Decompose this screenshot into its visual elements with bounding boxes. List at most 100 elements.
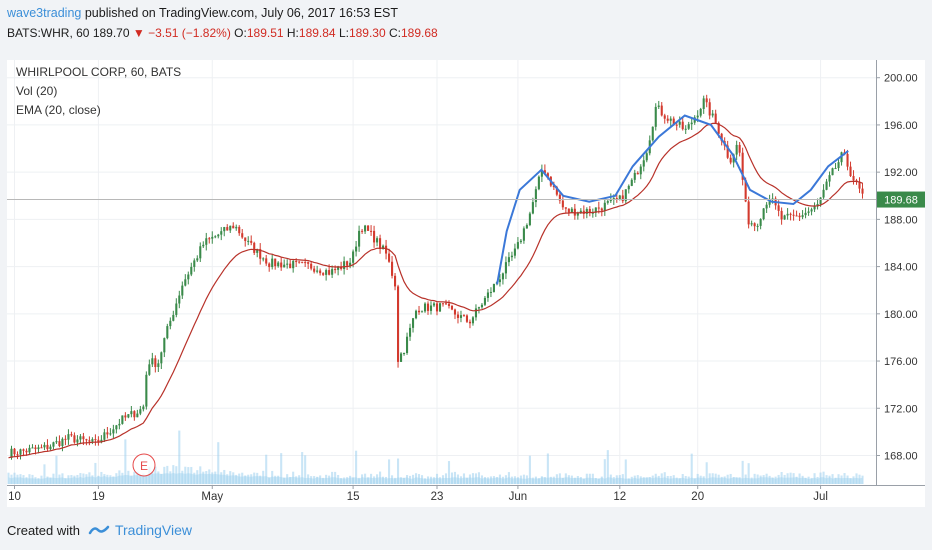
volume-bar	[259, 475, 262, 484]
candle-body	[52, 442, 55, 447]
volume-bar	[711, 473, 714, 484]
volume-bar	[70, 475, 73, 484]
candle-body	[391, 261, 394, 276]
candle-body	[19, 449, 22, 455]
volume-bar	[723, 476, 726, 484]
candle	[699, 107, 702, 118]
volume-bar	[417, 474, 421, 484]
volume-bar	[531, 477, 534, 484]
candle-body	[343, 261, 346, 269]
volume-bar	[399, 477, 403, 484]
candle-body	[540, 170, 543, 177]
volume-bar	[91, 475, 94, 484]
volume-bar	[666, 475, 669, 484]
candle-body	[435, 303, 439, 312]
volume-bar	[46, 476, 49, 484]
candle	[160, 351, 163, 370]
price-tick-label: 184.00	[884, 262, 918, 274]
candle	[795, 210, 798, 217]
volume-bar	[364, 473, 367, 484]
candle	[346, 260, 349, 270]
candle-body	[376, 238, 379, 243]
candle-body	[546, 173, 549, 177]
earnings-marker[interactable]: E	[132, 453, 156, 477]
price-axis[interactable]: 200.00 196.00 192.00 188.00 184.00 180.00 176.…	[876, 73, 918, 463]
tradingview-brand[interactable]: TradingView	[88, 522, 192, 538]
candle	[528, 211, 531, 227]
volume-bar	[142, 473, 145, 484]
candle-body	[229, 225, 232, 231]
candle	[343, 256, 346, 275]
candle	[322, 272, 325, 277]
time-tick-label: May	[201, 491, 223, 503]
candle-body	[567, 208, 570, 213]
candle-body	[25, 450, 28, 453]
volume-bar	[58, 474, 61, 484]
candle	[58, 435, 61, 448]
candle-body	[798, 215, 801, 218]
candle-body	[735, 144, 738, 155]
volume-bar	[394, 477, 397, 484]
candle-body	[594, 207, 597, 213]
time-axis[interactable]: 10 19 May 15 23 Jun 12 20 Jul	[8, 485, 828, 503]
candle-body	[349, 262, 352, 266]
candle-body	[55, 441, 58, 443]
candle-body	[106, 432, 109, 435]
candle	[588, 206, 591, 217]
candle	[220, 227, 223, 241]
volume-bar	[100, 471, 103, 484]
candle-body	[34, 447, 37, 450]
author-link[interactable]: wave3trading	[7, 6, 82, 20]
candle-body	[462, 315, 466, 317]
volume-bar	[468, 474, 472, 484]
candle-body	[289, 263, 292, 269]
candle-body	[97, 439, 100, 443]
candle-body	[624, 189, 627, 202]
volume-bar	[265, 454, 268, 484]
candle	[118, 418, 121, 430]
candle	[70, 431, 73, 437]
candle-body	[528, 213, 531, 226]
candle-body	[115, 425, 118, 430]
volume-bar	[229, 471, 232, 484]
candle	[73, 432, 76, 444]
candle-body	[657, 105, 660, 107]
volume-bar	[756, 474, 759, 484]
candle	[792, 209, 795, 221]
candle	[61, 437, 64, 452]
volume-bar	[459, 476, 463, 484]
candle	[379, 234, 382, 254]
candle-body	[163, 338, 166, 353]
candle	[79, 434, 82, 445]
candle	[558, 192, 561, 204]
candle	[603, 198, 606, 216]
candle	[88, 436, 91, 446]
volume-bar	[166, 465, 169, 484]
volume-bar	[169, 471, 172, 484]
candle	[367, 225, 370, 231]
volume-bar	[220, 472, 223, 484]
brand-label: TradingView	[114, 522, 193, 538]
volume-bar	[477, 472, 481, 484]
candle-body	[651, 126, 654, 141]
candle-body	[58, 441, 61, 447]
volume-bar	[331, 471, 334, 484]
candle-body	[837, 162, 840, 169]
candle-body	[133, 411, 136, 418]
candle-body	[489, 291, 492, 293]
candle-body	[465, 315, 469, 322]
volume-bar	[435, 473, 439, 484]
candle-body	[720, 133, 723, 142]
candle	[465, 314, 469, 324]
candle	[750, 220, 753, 227]
candle-body	[79, 436, 82, 440]
candle-body	[606, 201, 609, 203]
candle	[687, 121, 690, 130]
candle-body	[88, 440, 91, 442]
volume-bar	[124, 439, 127, 484]
candle-body	[822, 189, 825, 198]
volume-bar	[450, 472, 454, 484]
volume-bar	[600, 476, 603, 484]
candle-body	[564, 207, 567, 209]
